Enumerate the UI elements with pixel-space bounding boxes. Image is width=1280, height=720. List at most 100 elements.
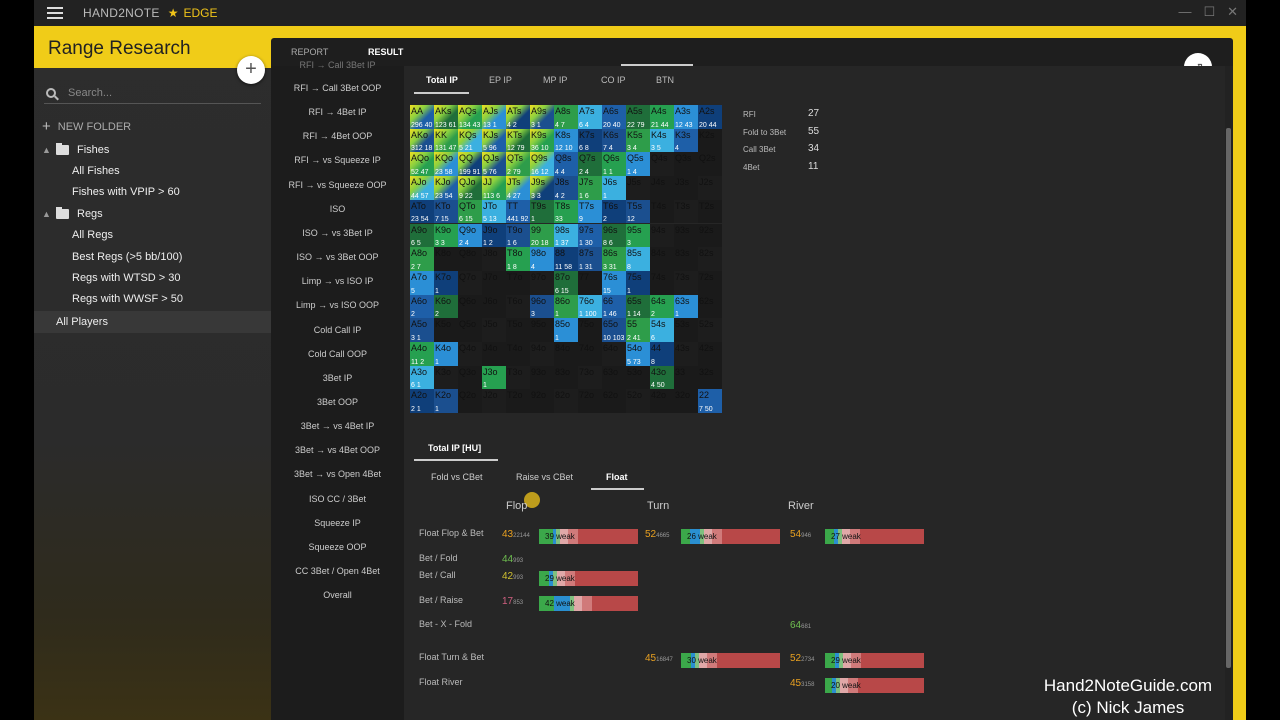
range-cell[interactable]: T7s 9 — [578, 199, 602, 224]
range-cell[interactable]: 62o — [602, 389, 626, 414]
range-cell[interactable]: Q5o — [458, 318, 482, 342]
tree-item[interactable]: ▲ Regs — [34, 203, 271, 224]
range-cell[interactable]: 55 2 41 — [626, 318, 650, 342]
range-cell[interactable]: 32s — [698, 365, 722, 390]
tree-item[interactable]: All Fishes — [34, 160, 271, 181]
range-cell[interactable]: J4o — [482, 342, 506, 366]
range-cell[interactable]: Q2s — [698, 152, 722, 177]
range-cell[interactable]: K6s 7 4 — [602, 128, 626, 153]
stat-number[interactable]: 4516847 — [645, 653, 673, 664]
range-cell[interactable]: K4o 1 — [434, 342, 458, 366]
range-cell[interactable]: 73o — [578, 365, 602, 390]
range-cell[interactable]: T9s 1 — [530, 199, 554, 224]
range-cell[interactable]: Q8o — [458, 247, 482, 271]
stat-number[interactable]: 54946 — [790, 529, 812, 540]
range-cell[interactable]: J2s — [698, 176, 722, 200]
scenario-item[interactable]: 3Bet → vs 4Bet IP — [300, 421, 375, 432]
range-cell[interactable]: 72s — [698, 270, 722, 295]
range-cell[interactable]: T3o — [506, 365, 530, 390]
tree-item[interactable]: Regs with WTSD > 30 — [34, 267, 271, 288]
range-cell[interactable]: AKo 312 18 — [410, 128, 434, 153]
range-cell[interactable]: 95o — [530, 318, 554, 342]
range-cell[interactable]: J8o — [482, 247, 506, 271]
range-cell[interactable]: 33 — [674, 365, 698, 390]
scenario-item[interactable]: ISO → vs 3Bet IP — [302, 227, 373, 238]
range-cell[interactable]: 98o 4 — [530, 247, 554, 271]
position-tab[interactable]: Total IP — [426, 75, 458, 85]
range-cell[interactable]: 92s — [698, 223, 722, 248]
stat-number[interactable]: 522734 — [790, 653, 815, 664]
stat-number[interactable]: 44993 — [502, 554, 524, 565]
range-cell[interactable]: T2s — [698, 199, 722, 224]
range-cell[interactable]: 64s 2 — [650, 294, 674, 319]
range-cell[interactable]: 84s — [650, 247, 674, 271]
range-cell[interactable]: J5o — [482, 318, 506, 342]
scenario-item[interactable]: ISO CC / 3Bet — [308, 493, 367, 504]
range-cell[interactable]: A7o 5 — [410, 270, 434, 295]
scenario-item[interactable]: RFI → vs Squeeze IP — [294, 155, 381, 166]
strength-bar[interactable]: 27 weak — [825, 529, 924, 544]
range-cell[interactable]: 93o — [530, 365, 554, 390]
range-cell[interactable]: 85s 8 — [626, 247, 650, 271]
position-tab[interactable]: BTN — [656, 75, 674, 85]
tree-item[interactable]: ▲ Fishes — [34, 139, 271, 160]
range-cell[interactable]: 62s — [698, 294, 722, 319]
range-cell[interactable]: 65o 10 103 — [602, 318, 626, 342]
range-cell[interactable]: QTo 6 15 — [458, 199, 482, 224]
range-cell[interactable]: KJo 23 54 — [434, 176, 458, 200]
range-cell[interactable]: QTs 2 79 — [506, 152, 530, 177]
range-cell[interactable]: K7s 6 8 — [578, 128, 602, 153]
range-cell[interactable]: A5o 3 1 — [410, 318, 434, 342]
strength-bar[interactable]: 26 weak — [681, 529, 780, 544]
range-cell[interactable]: K2o 1 — [434, 389, 458, 414]
range-cell[interactable]: Q2o — [458, 389, 482, 414]
strength-bar[interactable]: 39 weak — [539, 529, 638, 544]
range-cell[interactable]: Q5s 1 4 — [626, 152, 650, 177]
range-cell[interactable]: 93s — [674, 223, 698, 248]
range-cell[interactable]: K3o — [434, 365, 458, 390]
range-cell[interactable]: 94s — [650, 223, 674, 248]
range-cell[interactable]: 63s 1 — [674, 294, 698, 319]
section-header[interactable]: Total IP [HU] — [428, 443, 482, 453]
range-cell[interactable]: JTs 4 27 — [506, 176, 530, 200]
strength-bar[interactable]: 29 weak — [539, 571, 638, 586]
scenario-item[interactable]: 3Bet → vs Open 4Bet — [293, 469, 382, 480]
scenario-item[interactable]: 3Bet OOP — [316, 396, 359, 407]
range-cell[interactable]: 83o — [554, 365, 578, 390]
range-cell[interactable]: 96o 3 — [530, 294, 554, 319]
range-cell[interactable]: J3s — [674, 176, 698, 200]
range-cell[interactable]: J2o — [482, 389, 506, 414]
scenario-item[interactable]: Squeeze OOP — [308, 541, 367, 552]
range-cell[interactable]: 85o 1 — [554, 318, 578, 342]
range-cell[interactable]: Q8s 4 4 — [554, 152, 578, 177]
tab-result[interactable]: RESULT — [368, 47, 404, 57]
range-cell[interactable]: 66 1 46 — [602, 294, 626, 319]
range-cell[interactable]: 77 — [578, 270, 602, 295]
range-cell[interactable]: A5s 22 79 — [626, 105, 650, 129]
range-cell[interactable]: Q3o — [458, 365, 482, 390]
range-cell[interactable]: 86s 3 31 — [602, 247, 626, 271]
scenario-item[interactable]: 3Bet → vs 4Bet OOP — [294, 445, 381, 456]
range-cell[interactable]: J7o — [482, 270, 506, 295]
range-cell[interactable]: KTo 7 15 — [434, 199, 458, 224]
range-cell[interactable]: KQo 23 58 — [434, 152, 458, 177]
range-cell[interactable]: 96s 8 6 — [602, 223, 626, 248]
range-cell[interactable]: A9o 6 5 — [410, 223, 434, 248]
range-cell[interactable]: K8o — [434, 247, 458, 271]
position-tab[interactable]: MP IP — [543, 75, 568, 85]
range-cell[interactable]: Q4o — [458, 342, 482, 366]
tree-item[interactable]: Fishes with VPIP > 60 — [34, 182, 271, 203]
range-cell[interactable]: A6s 20 40 — [602, 105, 626, 129]
strength-bar[interactable]: 42 weak — [539, 596, 638, 611]
range-cell[interactable]: 53o — [626, 365, 650, 390]
range-cell[interactable]: 64o — [602, 342, 626, 366]
range-cell[interactable]: Q7o — [458, 270, 482, 295]
range-cell[interactable]: 72o — [578, 389, 602, 414]
range-cell[interactable]: T3s — [674, 199, 698, 224]
range-cell[interactable]: K2s — [698, 128, 722, 153]
range-cell[interactable]: Q4s — [650, 152, 674, 177]
range-cell[interactable]: A4o 11 2 — [410, 342, 434, 366]
range-cell[interactable]: A3s 12 43 — [674, 105, 698, 129]
scenario-item[interactable]: RFI → 4Bet OOP — [302, 131, 373, 142]
range-cell[interactable]: 82o — [554, 389, 578, 414]
